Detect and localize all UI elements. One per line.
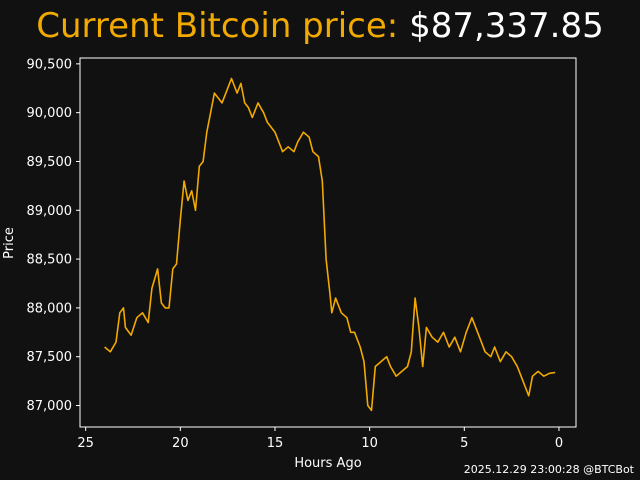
title-label: Current Bitcoin price: [36,6,399,46]
price-line [104,77,556,412]
y-tick-label: 87,500 [27,350,73,365]
x-tick-label: 20 [172,436,189,451]
y-axis-label: Price [2,227,17,259]
y-tick-label: 87,000 [27,399,73,414]
x-tick-label: 10 [361,436,378,451]
x-tick-label: 15 [267,436,284,451]
price-value: $87,337.85 [409,6,604,46]
x-tick-label: 5 [460,436,468,451]
y-tick-label: 90,000 [27,106,73,121]
plot-frame [79,57,577,428]
y-tick-label: 89,500 [27,155,73,170]
y-tick-label: 90,500 [27,57,73,72]
x-tick-label: 0 [555,436,563,451]
timestamp: 2025.12.29 23:00:28 @BTCBot [463,463,634,476]
x-tick-label: 25 [77,436,94,451]
y-tick-label: 88,500 [27,253,73,268]
x-axis-label: Hours Ago [294,456,361,471]
chart-title: Current Bitcoin price: $87,337.85 [0,6,640,46]
y-tick-label: 89,000 [27,204,73,219]
y-tick-label: 88,000 [27,301,73,316]
